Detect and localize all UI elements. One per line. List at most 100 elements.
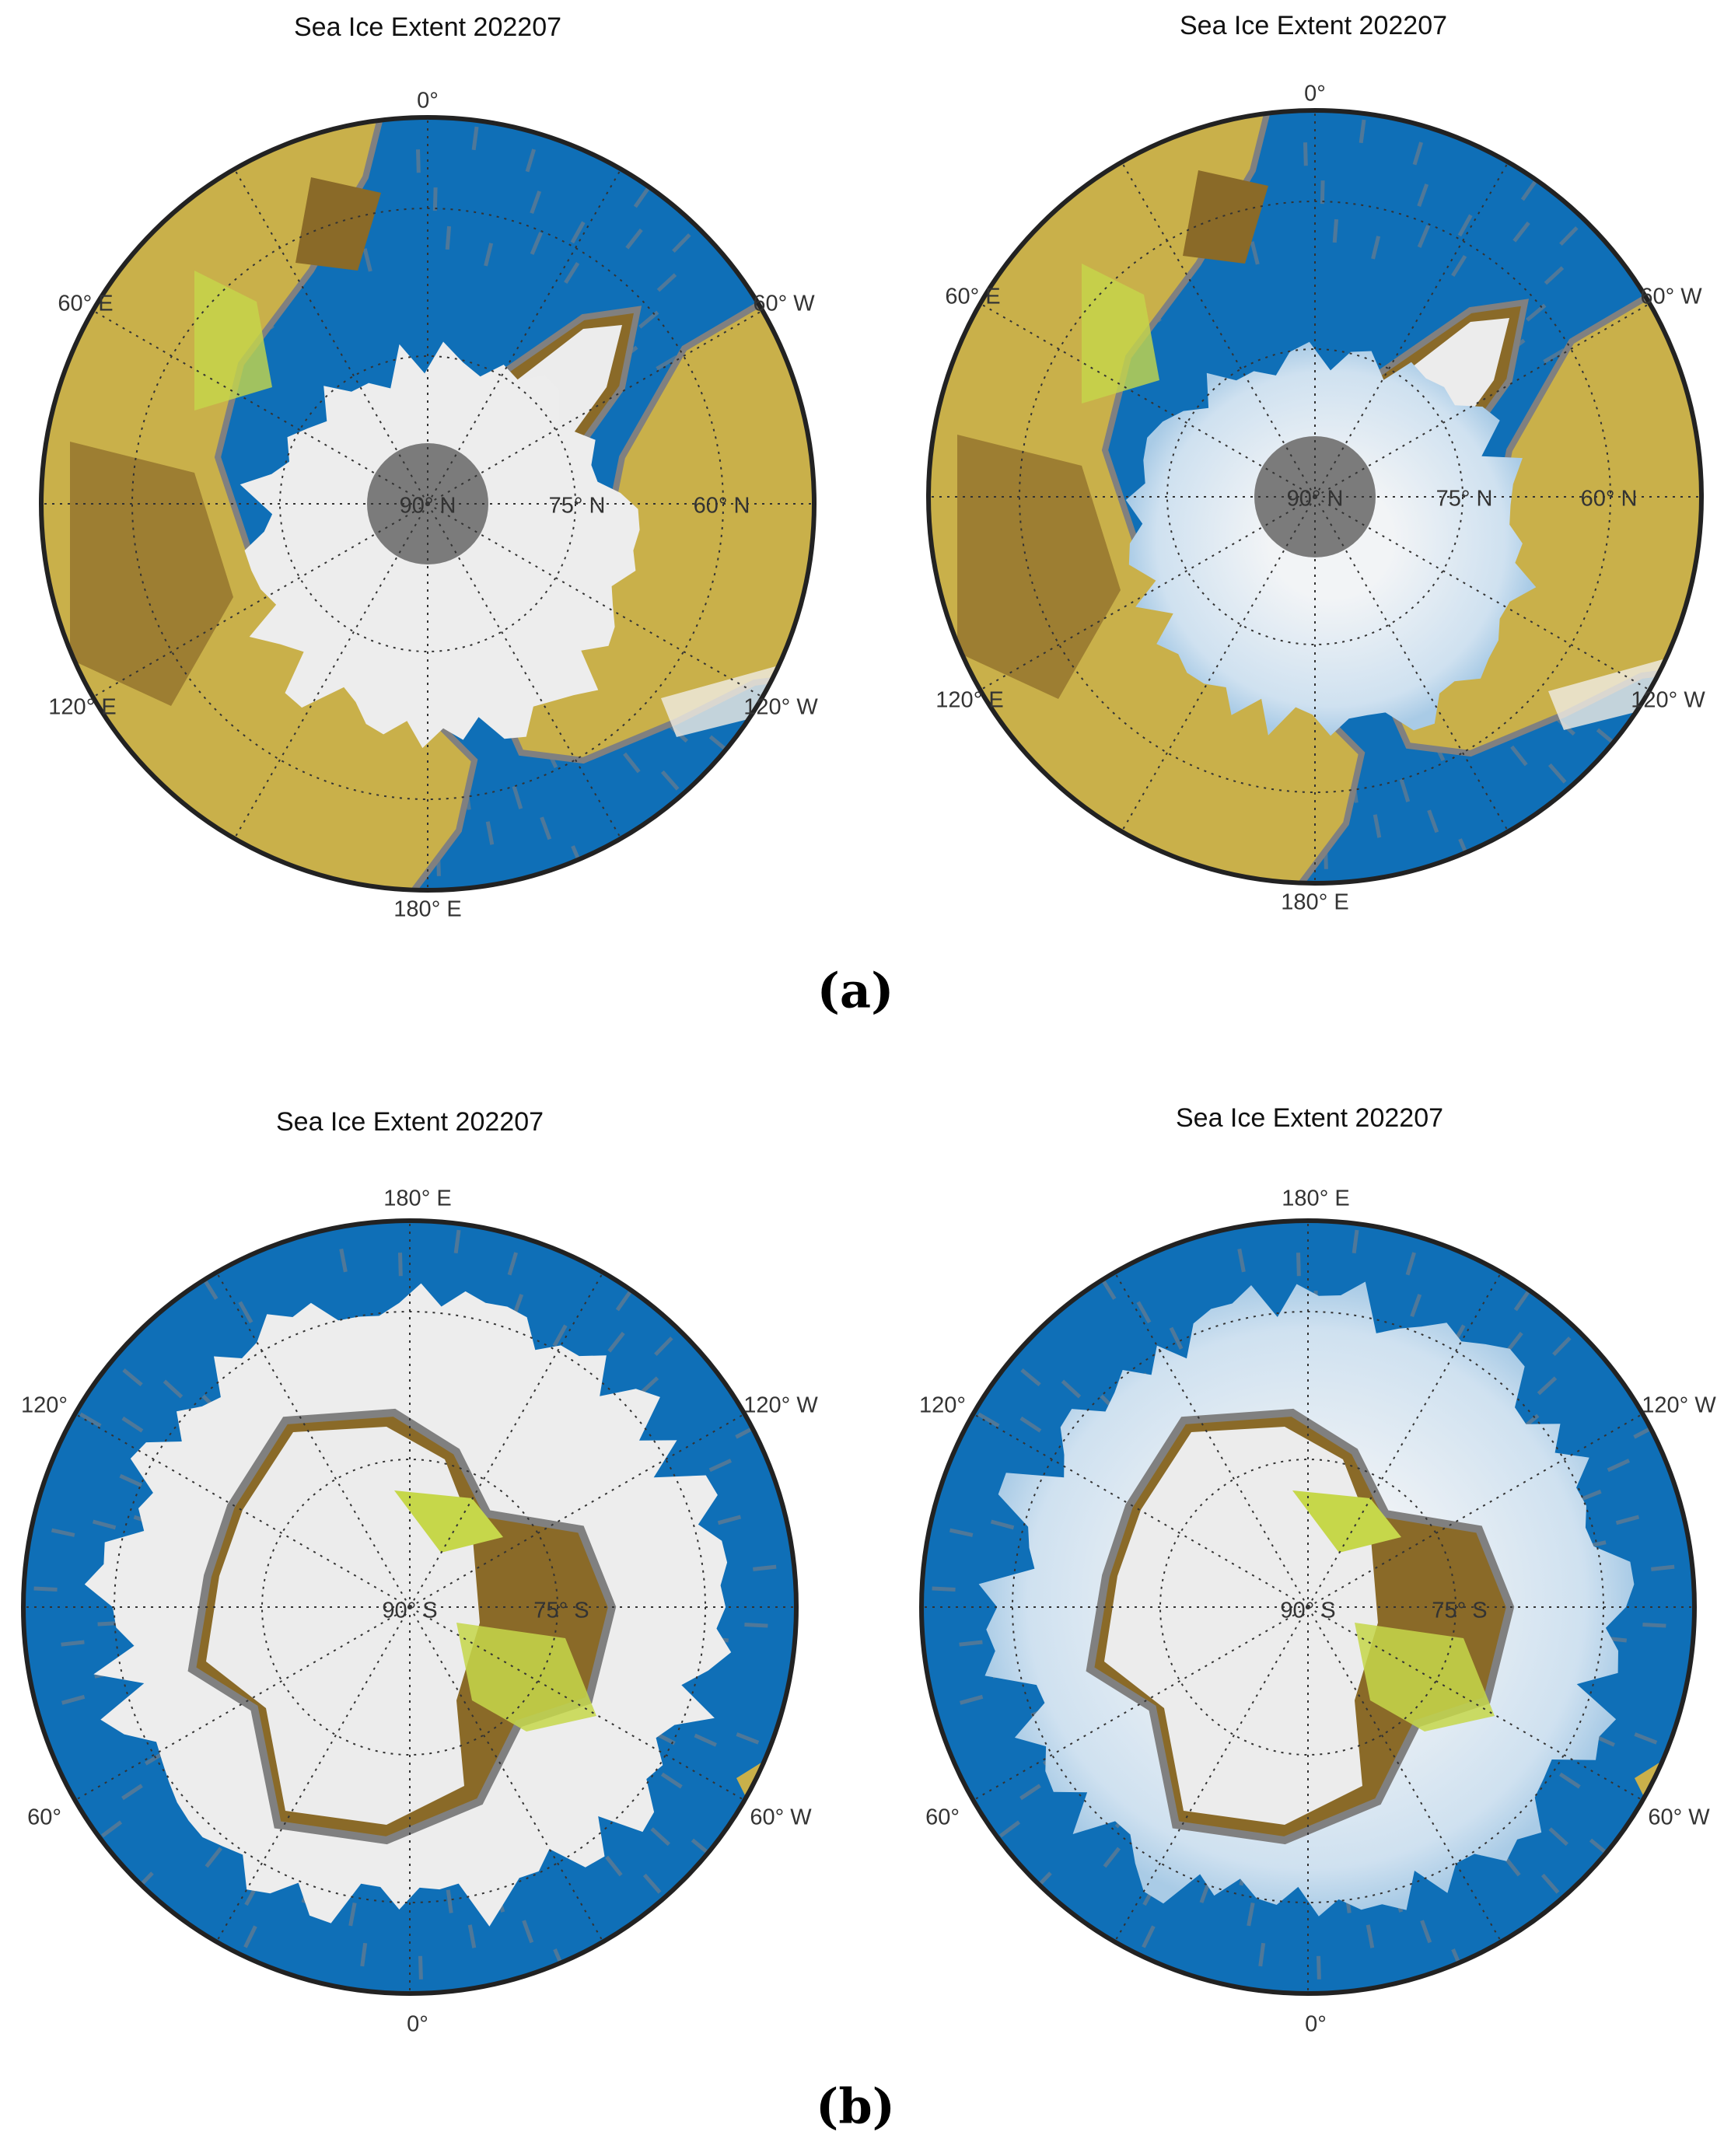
- ocean-artifact: [642, 1873, 662, 1894]
- ocean-artifact: [1540, 1873, 1560, 1894]
- graticule-label: 120° E: [48, 694, 117, 720]
- ocean-artifact: [1543, 348, 1565, 364]
- ocean-artifact: [507, 1252, 519, 1276]
- caption-a: (a): [817, 962, 894, 1019]
- graticule-label: 120° W: [1631, 687, 1705, 713]
- ocean-artifact: [79, 1412, 102, 1428]
- ocean-artifact: [1503, 1855, 1521, 1877]
- panel-title: Sea Ice Extent 202207: [293, 12, 562, 42]
- ocean-artifact: [101, 1820, 123, 1838]
- map-canvas: [926, 108, 1704, 886]
- ocean-artifact: [1451, 254, 1467, 278]
- ocean-artifact: [623, 752, 641, 774]
- graticule-meridian: [1307, 1272, 1502, 1608]
- graticule-meridian: [973, 1413, 1309, 1608]
- ocean-artifact: [1417, 183, 1429, 208]
- graticule-meridian: [973, 1606, 1309, 1801]
- ocean-artifact: [1412, 142, 1424, 166]
- ocean-artifact: [1320, 180, 1325, 204]
- lowland: [194, 271, 272, 411]
- graticule-meridian: [1121, 496, 1316, 832]
- ocean-artifact: [51, 1528, 75, 1537]
- graticule-label: 120° W: [1642, 1392, 1716, 1418]
- graticule-label: 180° E: [1281, 889, 1349, 915]
- ross-ice-shelf: [1292, 1490, 1401, 1553]
- ocean-artifact: [1634, 1732, 1658, 1745]
- ocean-artifact: [605, 1855, 623, 1877]
- graticule-label: 180° E: [1282, 1186, 1350, 1211]
- graticule-label: 60° E: [58, 291, 114, 316]
- ocean-artifact: [61, 1640, 85, 1647]
- ocean-artifact: [1559, 226, 1579, 246]
- ocean-artifact: [1578, 1489, 1602, 1502]
- scandinavia: [1183, 170, 1268, 264]
- ocean-artifact: [33, 1586, 58, 1592]
- graticule-label: 120° E: [935, 687, 1004, 713]
- ocean-artifact: [1520, 179, 1538, 201]
- graticule-meridian: [1314, 496, 1650, 691]
- ocean-artifact: [445, 225, 452, 250]
- graticule-meridian: [427, 309, 763, 505]
- ocean-artifact: [525, 149, 537, 173]
- graticule-label: 0°: [407, 2011, 428, 2037]
- ocean-artifact: [1399, 778, 1411, 802]
- ocean-artifact: [121, 1784, 143, 1801]
- graticule-label: 0°: [1304, 81, 1326, 107]
- ocean-artifact: [471, 126, 479, 151]
- graticule-label: 75° S: [1432, 1598, 1488, 1623]
- graticule-label: 60° W: [753, 291, 815, 316]
- graticule-label: 75° S: [533, 1598, 589, 1623]
- ocean-artifact: [753, 1564, 777, 1571]
- ocean-artifact: [1316, 1955, 1321, 1980]
- graticule-label: 90° N: [1286, 486, 1344, 512]
- graticule-label: 60° W: [1648, 1805, 1710, 1830]
- antarctic-map-fractional: 180° E 120° 120° W 90° S 75° S 60° 60° W 0°: [880, 1179, 1724, 2037]
- ocean-artifact: [660, 1772, 683, 1789]
- graticule-meridian: [1314, 162, 1509, 498]
- ocean-artifact: [708, 1459, 733, 1473]
- ocean-artifact: [633, 186, 651, 208]
- graticule-meridian: [75, 1606, 411, 1801]
- ocean-artifact: [1512, 221, 1530, 243]
- graticule-meridian: [409, 1606, 745, 1801]
- ocean-artifact: [570, 221, 586, 244]
- ocean-artifact: [484, 243, 494, 267]
- antarctic-map-binary: 180° E 120° 120° W 90° S 75° S 60° 60° W 0°: [0, 1179, 838, 2037]
- ocean-artifact: [552, 1324, 568, 1347]
- ocean-artifact: [744, 1623, 768, 1628]
- graticule-meridian: [409, 1606, 604, 1942]
- ocean-artifact: [1136, 1301, 1152, 1324]
- graticule-label: 120°: [919, 1392, 966, 1418]
- ocean-artifact: [1237, 1248, 1246, 1273]
- map-canvas: [919, 1218, 1697, 1996]
- ocean-artifact: [1247, 1903, 1255, 1927]
- graticule-meridian: [980, 302, 1316, 498]
- ocean-artifact: [990, 1519, 1015, 1530]
- graticule-meridian: [1121, 162, 1316, 498]
- ocean-artifact: [119, 1473, 142, 1487]
- ocean-artifact: [530, 232, 543, 255]
- ocean-artifact: [1061, 1379, 1082, 1399]
- antarctic-ice-sheet: [206, 1427, 480, 1825]
- ocean-artifact: [1537, 1376, 1558, 1396]
- ocean-artifact: [348, 1903, 357, 1927]
- graticule-label: 120° W: [743, 694, 818, 720]
- ocean-artifact: [1366, 1924, 1375, 1948]
- ocean-artifact: [362, 248, 372, 272]
- ocean-artifact: [485, 821, 495, 845]
- graticule-meridian: [93, 503, 428, 698]
- caption-b: (b): [815, 2077, 896, 2135]
- ocean-artifact: [736, 1732, 760, 1745]
- ocean-artifact: [522, 1920, 534, 1944]
- ocean-artifact: [1457, 214, 1473, 237]
- ocean-artifact: [238, 1301, 254, 1324]
- ocean-artifact: [1420, 1920, 1432, 1944]
- graticule-meridian: [1307, 1413, 1643, 1608]
- graticule-meridian: [1307, 1606, 1502, 1942]
- ronne-ice-shelf: [1355, 1623, 1495, 1731]
- ocean-artifact: [530, 190, 542, 215]
- ocean-artifact: [932, 1586, 956, 1592]
- ocean-artifact: [1169, 1326, 1184, 1350]
- ocean-artifact: [1513, 1289, 1531, 1312]
- ocean-artifact: [122, 1368, 143, 1387]
